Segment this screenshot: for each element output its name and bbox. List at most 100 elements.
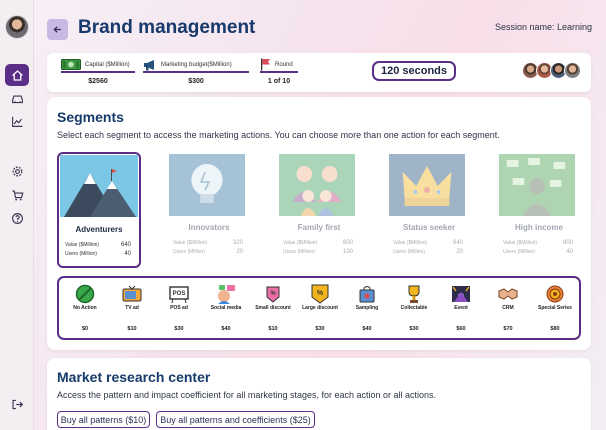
- segment-card-innovators[interactable]: Innovators Value ($Million) 320 Users (Mi…: [167, 152, 251, 268]
- value-label: Value ($Million): [393, 240, 428, 246]
- timer: 120 seconds: [372, 61, 456, 81]
- capital-stat: Capital ($Million) $2560: [61, 59, 135, 87]
- back-button[interactable]: [47, 19, 68, 40]
- action-event[interactable]: Event $60: [439, 284, 483, 332]
- segment-value: 600: [342, 240, 353, 246]
- action-label: Small discount: [255, 305, 291, 311]
- action-label: TV ad: [125, 305, 139, 311]
- action-social-media[interactable]: Social media $40: [204, 284, 248, 332]
- action-price: $60: [456, 326, 466, 332]
- action-price: $0: [81, 326, 89, 332]
- value-label: Value ($Million): [173, 240, 208, 246]
- round-label: Round: [275, 61, 293, 68]
- flag-icon: [261, 58, 270, 71]
- cart-icon[interactable]: [5, 184, 29, 206]
- users-label: Users (Million): [393, 249, 425, 255]
- action-pos-ad[interactable]: POS POS ad $30: [157, 284, 201, 332]
- segments-card: Segments Select each segment to access t…: [47, 97, 591, 350]
- segment-users: 100: [342, 249, 353, 255]
- mountain-illustration: [60, 155, 138, 217]
- money-icon: [61, 59, 81, 70]
- capital-label: Capital ($Million): [85, 61, 130, 68]
- logout-icon[interactable]: [5, 393, 29, 415]
- action-label: No Action: [73, 305, 97, 311]
- budget-value: $300: [188, 78, 204, 85]
- family-illustration: [279, 154, 355, 216]
- action-collectable[interactable]: Collectable $30: [392, 284, 436, 332]
- user-avatar[interactable]: [5, 15, 29, 39]
- action-price: $80: [550, 326, 560, 332]
- tv-icon: [122, 285, 142, 302]
- sampling-icon: [359, 286, 375, 303]
- market-research-title: Market research center: [57, 369, 211, 385]
- megaphone-icon: [144, 59, 154, 70]
- lightbulb-illustration: [169, 154, 245, 216]
- action-sampling[interactable]: Sampling $40: [345, 284, 389, 332]
- budget-label: Marketing budget($Million): [161, 61, 232, 68]
- action-label: POS ad: [170, 305, 188, 311]
- segment-users: 20: [456, 249, 463, 255]
- value-label: Value ($Million): [65, 242, 100, 248]
- segment-value: 800: [562, 240, 573, 246]
- pos-icon: POS: [169, 286, 189, 303]
- action-label: Collectable: [400, 305, 428, 311]
- segment-value: 320: [232, 240, 243, 246]
- segment-users: 40: [124, 251, 131, 257]
- settings-icon[interactable]: [5, 160, 29, 182]
- action-crm[interactable]: CRM $70: [486, 284, 530, 332]
- round-stat: Round 1 of 10: [260, 58, 298, 87]
- large-discount-icon: %: [311, 284, 329, 304]
- team-avatar: [564, 62, 581, 79]
- action-price: $30: [409, 326, 419, 332]
- action-label: Social media: [210, 305, 242, 311]
- help-icon[interactable]: [5, 207, 29, 229]
- action-price: $10: [268, 326, 278, 332]
- segment-users: 20: [236, 249, 243, 255]
- capital-value: $2560: [88, 78, 108, 85]
- users-label: Users (Million): [503, 249, 535, 255]
- action-price: $40: [221, 326, 231, 332]
- action-label: Special Series: [538, 305, 572, 311]
- crown-illustration: [389, 154, 465, 216]
- segment-card-family-first[interactable]: Family first Value ($Million) 600 Users (…: [277, 152, 361, 268]
- segment-value: 640: [452, 240, 463, 246]
- action-large-discount[interactable]: % Large discount $30: [298, 284, 342, 332]
- event-icon: [452, 286, 470, 302]
- svg-text:%: %: [317, 290, 324, 297]
- segment-name: Status seeker: [402, 223, 456, 232]
- analytics-icon[interactable]: [5, 110, 29, 132]
- market-research-card: Market research center Access the patter…: [47, 358, 591, 430]
- segment-users: 40: [566, 249, 573, 255]
- action-no-action[interactable]: No Action $0: [63, 284, 107, 332]
- no-action-icon: [75, 284, 95, 304]
- buy-patterns-coefficients-button[interactable]: Buy all patterns and coefficients ($25): [156, 411, 315, 428]
- action-label: Event: [454, 305, 468, 311]
- segment-value: 640: [120, 242, 131, 248]
- action-price: $30: [174, 326, 184, 332]
- car-icon[interactable]: [5, 87, 29, 109]
- action-label: Large discount: [302, 305, 338, 311]
- segment-name: Innovators: [188, 223, 230, 232]
- segment-card-status-seeker[interactable]: Status seeker Value ($Million) 640 Users …: [387, 152, 471, 268]
- users-label: Users (Million): [283, 249, 315, 255]
- segment-card-high-income[interactable]: High income Value ($Million) 800 Users (M…: [497, 152, 581, 268]
- action-label: Sampling: [355, 305, 379, 311]
- action-price: $70: [503, 326, 513, 332]
- budget-stat: Marketing budget($Million) $300: [143, 59, 249, 87]
- action-price: $10: [127, 326, 137, 332]
- buy-patterns-button[interactable]: Buy all patterns ($10): [57, 411, 150, 428]
- social-media-icon: [218, 285, 235, 304]
- action-tv-ad[interactable]: TV ad $10: [110, 284, 154, 332]
- segment-card-adventurers[interactable]: Adventurers Value ($Million) 640 Users (M…: [57, 152, 141, 268]
- action-small-discount[interactable]: % Small discount $10: [251, 284, 295, 332]
- arrow-left-icon: [53, 26, 61, 33]
- money-man-illustration: [499, 154, 575, 216]
- segment-name: Family first: [297, 223, 341, 232]
- team-avatars: [522, 62, 581, 79]
- value-label: Value ($Million): [283, 240, 318, 246]
- small-discount-icon: %: [266, 286, 280, 303]
- action-special-series[interactable]: Special Series $80: [533, 284, 577, 332]
- trophy-icon: [408, 285, 420, 303]
- users-label: Users (Million): [65, 251, 97, 257]
- home-icon[interactable]: [5, 64, 29, 86]
